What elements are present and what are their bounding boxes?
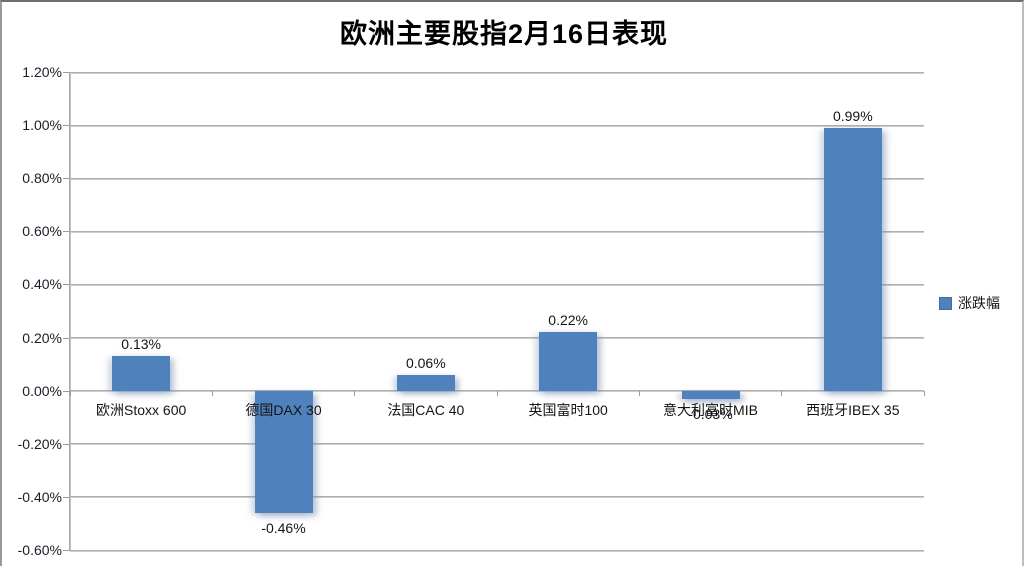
gridline — [70, 71, 924, 74]
y-tick-label: 0.40% — [22, 276, 62, 293]
category-label: 欧洲Stoxx 600 — [96, 401, 187, 418]
y-tick-label: 0.60% — [22, 223, 62, 240]
y-axis-tick — [63, 284, 69, 286]
y-axis-tick — [63, 178, 69, 180]
bar — [823, 127, 882, 391]
gridline — [70, 124, 924, 127]
value-label: 0.22% — [548, 312, 588, 329]
gridline — [70, 177, 924, 180]
gridline — [70, 496, 924, 499]
y-axis-tick — [63, 496, 69, 498]
legend-label: 涨跌幅 — [958, 295, 1000, 311]
category-label: 德国DAX 30 — [245, 401, 322, 418]
x-axis-tick — [923, 390, 925, 396]
value-label: -0.03% — [688, 405, 733, 422]
x-axis-tick — [211, 390, 213, 396]
value-label: -0.46% — [261, 519, 306, 536]
y-axis-tick — [63, 337, 69, 339]
category-label: 法国CAC 40 — [387, 401, 465, 418]
value-label: 0.13% — [121, 336, 161, 353]
y-axis-tick — [63, 443, 69, 445]
x-axis-tick — [638, 390, 640, 396]
legend-swatch-icon — [939, 296, 952, 310]
gridline — [70, 283, 924, 286]
gridline — [70, 549, 924, 552]
x-axis-tick — [781, 390, 783, 396]
x-axis-tick — [496, 390, 498, 396]
category-label: 西班牙IBEX 35 — [806, 401, 900, 418]
y-tick-label: 0.20% — [22, 329, 62, 346]
bar — [112, 356, 171, 391]
bar — [681, 390, 740, 399]
y-tick-label: 0.00% — [22, 382, 62, 399]
y-tick-label: -0.20% — [17, 435, 62, 452]
gridline — [70, 230, 924, 233]
x-axis-tick — [69, 390, 71, 396]
chart-title: 欧洲主要股指2月16日表现 — [339, 19, 669, 49]
legend: 涨跌幅 — [939, 293, 1000, 313]
y-axis-tick — [63, 550, 69, 551]
value-label: 0.99% — [832, 107, 873, 124]
bar — [254, 390, 313, 513]
gridline — [70, 443, 924, 446]
bar — [396, 374, 455, 391]
category-label: 英国富时100 — [528, 401, 608, 418]
y-axis-tick — [63, 231, 69, 233]
plot-area: 1.20% 1.00% 0.80% 0.60% 0.40% 0.20% 0.00% -0.20… — [18, 64, 925, 558]
y-axis-line — [69, 72, 71, 551]
y-tick-label: -0.60% — [17, 542, 62, 558]
y-axis-tick — [63, 72, 69, 73]
x-axis-tick — [354, 390, 356, 396]
gridline — [70, 337, 924, 340]
value-label: 0.06% — [405, 354, 446, 371]
bar — [539, 332, 598, 391]
y-tick-label: 1.00% — [22, 117, 62, 134]
y-tick-label: 1.20% — [22, 64, 62, 80]
y-axis-tick — [63, 125, 69, 127]
y-axis-tick — [63, 390, 69, 392]
y-tick-label: 0.80% — [22, 170, 62, 187]
y-tick-label: -0.40% — [17, 488, 62, 505]
category-label: 意大利富时MIB — [663, 401, 758, 418]
